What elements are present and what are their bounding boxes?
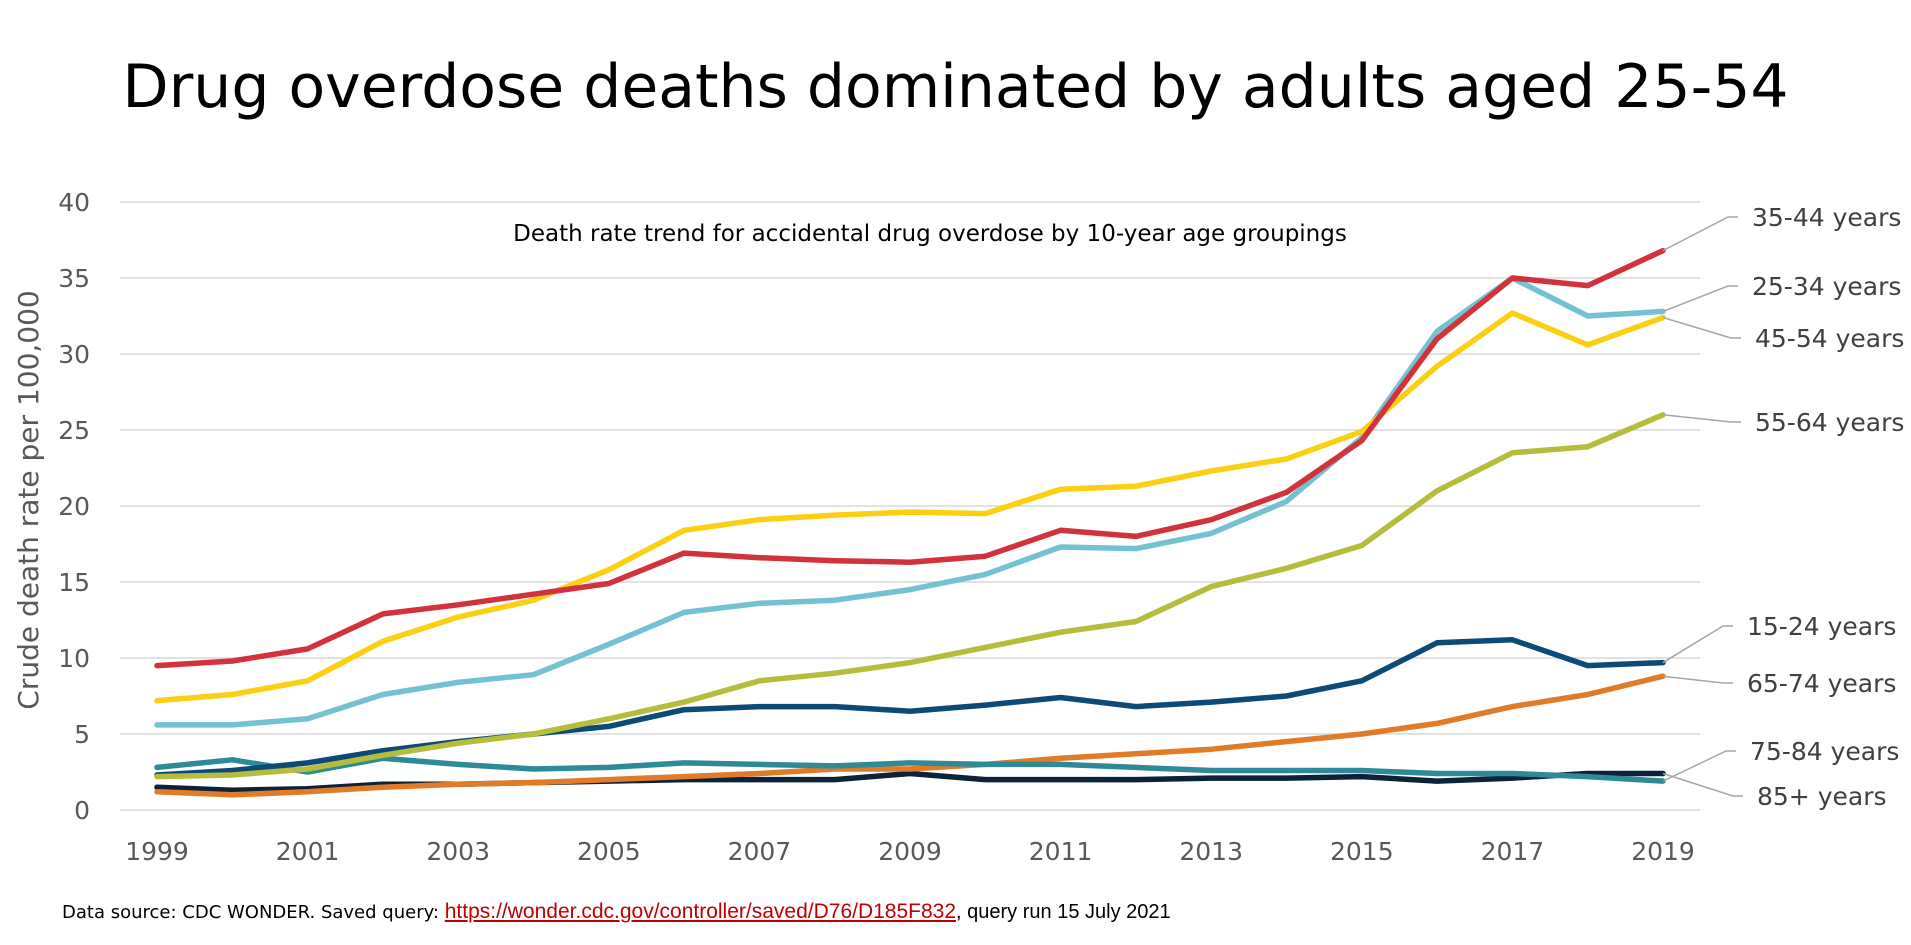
x-tick-label: 2001 <box>276 837 340 866</box>
x-tick-label: 2011 <box>1029 837 1093 866</box>
footer-suffix: , query run 15 July 2021 <box>956 901 1171 923</box>
y-axis-label: Crude death rate per 100,000 <box>12 290 45 709</box>
series-label-55-64-years: 55-64 years <box>1755 408 1904 437</box>
series-line-15-24-years <box>154 637 1666 778</box>
leader-line <box>1662 285 1738 313</box>
series-lines <box>154 247 1666 798</box>
y-tick-label: 35 <box>58 264 90 293</box>
x-tick-label: 2017 <box>1481 837 1545 866</box>
footer-source: Data source: CDC WONDER. Saved query: ht… <box>62 900 1171 924</box>
x-tick-label: 2003 <box>426 837 490 866</box>
leader-line <box>1662 772 1743 797</box>
leader-line <box>1662 414 1741 423</box>
footer-prefix: Data source: CDC WONDER. Saved query: <box>62 902 445 923</box>
leader-line <box>1662 625 1733 664</box>
series-label-65-74-years: 65-74 years <box>1747 669 1896 698</box>
x-tick-label: 2007 <box>728 837 792 866</box>
chart-subtitle: Death rate trend for accidental drug ove… <box>513 221 1347 247</box>
gridlines <box>120 201 1700 811</box>
series-line-35-44-years <box>154 247 1666 669</box>
leader-line <box>1662 316 1741 339</box>
y-tick-label: 40 <box>58 188 90 217</box>
y-tick-label: 15 <box>58 568 90 597</box>
series-label-15-24-years: 15-24 years <box>1747 612 1896 641</box>
leader-line <box>1662 750 1736 782</box>
series-label-35-44-years: 35-44 years <box>1752 203 1901 232</box>
y-tick-label: 20 <box>58 492 90 521</box>
leader-line <box>1662 675 1733 684</box>
series-labels: 85+ years 65-74 years 75-84 years 15-24 yea… <box>1662 203 1904 811</box>
chart-title: Drug overdose deaths dominated by adults… <box>122 52 1789 122</box>
series-label-25-34-years: 25-34 years <box>1752 272 1901 301</box>
x-tick-label: 2009 <box>878 837 942 866</box>
y-tick-label: 25 <box>58 416 90 445</box>
x-tick-label: 2019 <box>1631 837 1695 866</box>
y-tick-label: 0 <box>74 796 90 825</box>
leader-line <box>1662 216 1738 252</box>
series-line-45-54-years <box>154 310 1666 704</box>
x-tick-label: 2005 <box>577 837 641 866</box>
series-line-75-84-years <box>154 755 1666 784</box>
y-axis-ticks: 0 5 10 15 20 25 30 35 40 <box>58 188 90 825</box>
series-label-75-84-years: 75-84 years <box>1750 737 1899 766</box>
x-tick-label: 2013 <box>1179 837 1243 866</box>
x-tick-label: 1999 <box>125 837 189 866</box>
series-label-85-years: 85+ years <box>1757 782 1887 811</box>
source-link[interactable]: https://wonder.cdc.gov/controller/saved/… <box>444 900 957 923</box>
y-tick-label: 5 <box>74 720 90 749</box>
series-line-65-74-years <box>154 673 1666 798</box>
x-axis-ticks: 1999 2001 2003 2005 2007 2009 2011 2013 2015 2017… <box>125 837 1695 866</box>
series-line-55-64-years <box>154 412 1666 780</box>
series-label-45-54-years: 45-54 years <box>1755 324 1904 353</box>
x-tick-label: 2015 <box>1330 837 1394 866</box>
y-tick-label: 10 <box>58 644 90 673</box>
y-tick-label: 30 <box>58 340 90 369</box>
series-line-25-34-years <box>154 275 1666 728</box>
